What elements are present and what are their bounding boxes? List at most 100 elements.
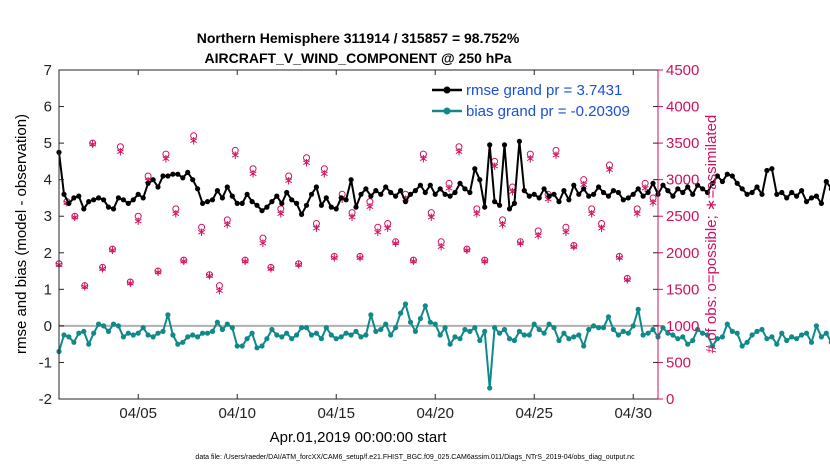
obs-assimilated-point: ∗	[365, 199, 375, 213]
obs-possible-point	[419, 150, 427, 158]
obs-assimilated-point: ∗	[189, 133, 199, 147]
legend: rmse grand pr = 3.7431 bias grand pr = -…	[432, 82, 630, 120]
obs-possible-point	[384, 220, 392, 228]
rmse-point	[482, 204, 488, 210]
obs-assimilated-point: ∗	[579, 177, 589, 191]
rmse-point	[437, 186, 443, 192]
y-left-tick-label: 4	[44, 172, 52, 189]
rmse-point	[140, 195, 146, 201]
obs-possible-point	[81, 282, 89, 290]
rmse-point	[86, 199, 92, 205]
bias-point	[660, 325, 666, 331]
rmse-point	[204, 199, 211, 205]
obs-assimilated-point: ∗	[648, 196, 658, 210]
rmse-point	[457, 180, 463, 186]
bias-point	[393, 325, 399, 331]
rmse-point	[239, 200, 245, 206]
rmse-point	[660, 182, 666, 188]
obs-assimilated-point: ∗	[383, 221, 393, 235]
rmse-point	[596, 184, 602, 190]
bias-point	[239, 343, 245, 349]
bias-point	[670, 332, 676, 338]
obs-assimilated-point: ∗	[214, 283, 224, 297]
bias-point	[536, 326, 542, 333]
bias-point	[546, 321, 552, 327]
rmse-point	[630, 191, 636, 197]
obs-possible-point	[463, 245, 471, 253]
obs-assimilated-point: ∗	[444, 181, 454, 195]
bias-point	[625, 330, 631, 336]
obs-assimilated-point: ∗	[161, 152, 171, 166]
rmse-point	[447, 193, 453, 199]
rmse-point	[343, 197, 349, 203]
rmse-point	[274, 193, 280, 199]
bias-point	[784, 337, 790, 344]
obs-assimilated-point: ∗	[222, 218, 232, 232]
rmse-point	[799, 188, 805, 194]
bias-point	[353, 328, 359, 334]
rmse-point	[586, 193, 592, 199]
obs-possible-point	[605, 161, 613, 169]
rmse-point	[551, 191, 557, 197]
obs-possible-point	[249, 165, 257, 173]
bias-point	[576, 332, 582, 338]
bias-point	[125, 330, 131, 336]
bias-point	[630, 323, 636, 329]
legend-bias-marker	[443, 107, 451, 115]
rmse-point	[511, 200, 517, 206]
bias-point	[729, 328, 735, 334]
rmse-point	[665, 188, 671, 194]
x-tick-label: 04/20	[416, 405, 454, 422]
obs-assimilated-point: ∗	[258, 236, 268, 250]
rmse-point	[105, 204, 112, 210]
obs-assimilated-point: ∗	[301, 155, 311, 169]
y-right-tick-label: 0	[666, 391, 674, 408]
bias-point	[427, 319, 433, 325]
bias-point	[665, 330, 671, 336]
bias-point	[690, 337, 696, 344]
bias-point	[462, 326, 468, 333]
rmse-point	[398, 188, 404, 194]
rmse-point	[625, 195, 631, 201]
bias-point	[739, 343, 745, 349]
y-axis-label-left: rmse and bias (model - observation)	[13, 114, 30, 354]
rmse-point	[214, 188, 220, 194]
data-file-footer: data file: /Users/raeder/DAI/ATM_forcXX/…	[195, 454, 635, 461]
obs-possible-point	[534, 227, 542, 235]
rmse-point	[442, 191, 448, 197]
bias-point	[170, 332, 176, 338]
bias-point	[219, 326, 225, 333]
rmse-point	[165, 173, 171, 179]
obs-assimilated-point: ∗	[569, 239, 579, 253]
bias-point	[581, 343, 587, 349]
obs-possible-point	[277, 205, 285, 213]
x-tick-label: 04/25	[515, 405, 553, 422]
rmse-point	[467, 189, 473, 196]
rmse-point	[61, 191, 67, 197]
rmse-point	[526, 193, 532, 199]
obs-possible-point	[312, 220, 320, 228]
bias-point	[328, 332, 334, 338]
obs-possible-point	[267, 263, 275, 271]
rmse-point	[383, 184, 389, 190]
obs-possible-point	[562, 223, 570, 231]
obs-assimilated-point: ∗	[284, 174, 294, 188]
obs-possible-point	[285, 172, 293, 180]
obs-possible-point	[516, 238, 524, 246]
x-tick-label: 04/05	[119, 405, 157, 422]
rmse-point	[66, 200, 72, 206]
y-right-tick-label: 3500	[666, 135, 699, 152]
bias-point	[640, 332, 646, 338]
rmse-point	[784, 195, 790, 201]
rmse-point	[338, 195, 344, 201]
rmse-point	[794, 193, 800, 199]
bias-point	[373, 328, 379, 334]
obs-possible-point	[241, 256, 249, 264]
bias-point	[318, 336, 324, 342]
rmse-point	[818, 200, 825, 206]
obs-assimilated-point: ∗	[143, 174, 153, 188]
chart-title-line1: Northern Hemisphere 311914 / 315857 = 98…	[197, 30, 520, 46]
x-tick-label: 04/15	[317, 405, 355, 422]
obs-assimilated-point: ∗	[88, 137, 98, 151]
rmse-point	[635, 186, 641, 192]
